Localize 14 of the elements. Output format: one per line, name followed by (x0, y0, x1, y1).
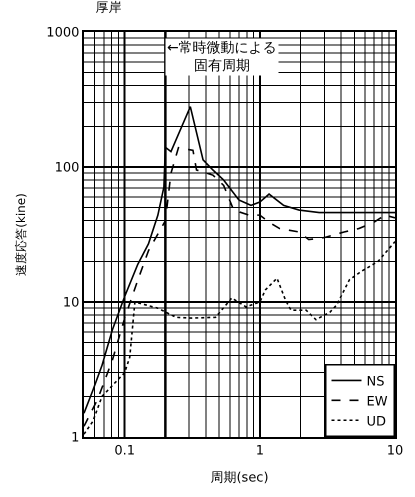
x-tick-label: 0.1 (114, 444, 136, 459)
legend-label: UD (366, 414, 386, 430)
x-tick-label: 10 (386, 444, 404, 459)
y-tick-label: 100 (54, 160, 80, 176)
x-axis-title: 周期(sec) (210, 470, 269, 486)
x-tick-label: 1 (256, 444, 264, 459)
y-tick-label: 1 (71, 430, 80, 446)
chart-title: 厚岸 (95, 0, 122, 16)
y-tick-label: 10 (62, 296, 80, 311)
y-axis-title: 速度応答(kine) (14, 193, 28, 276)
legend-label: NS (366, 374, 384, 390)
ref-line-label: ←常時微動による固有周期 (167, 40, 277, 74)
y-tick-label: 1000 (46, 26, 80, 41)
legend-label: EW (366, 394, 388, 410)
